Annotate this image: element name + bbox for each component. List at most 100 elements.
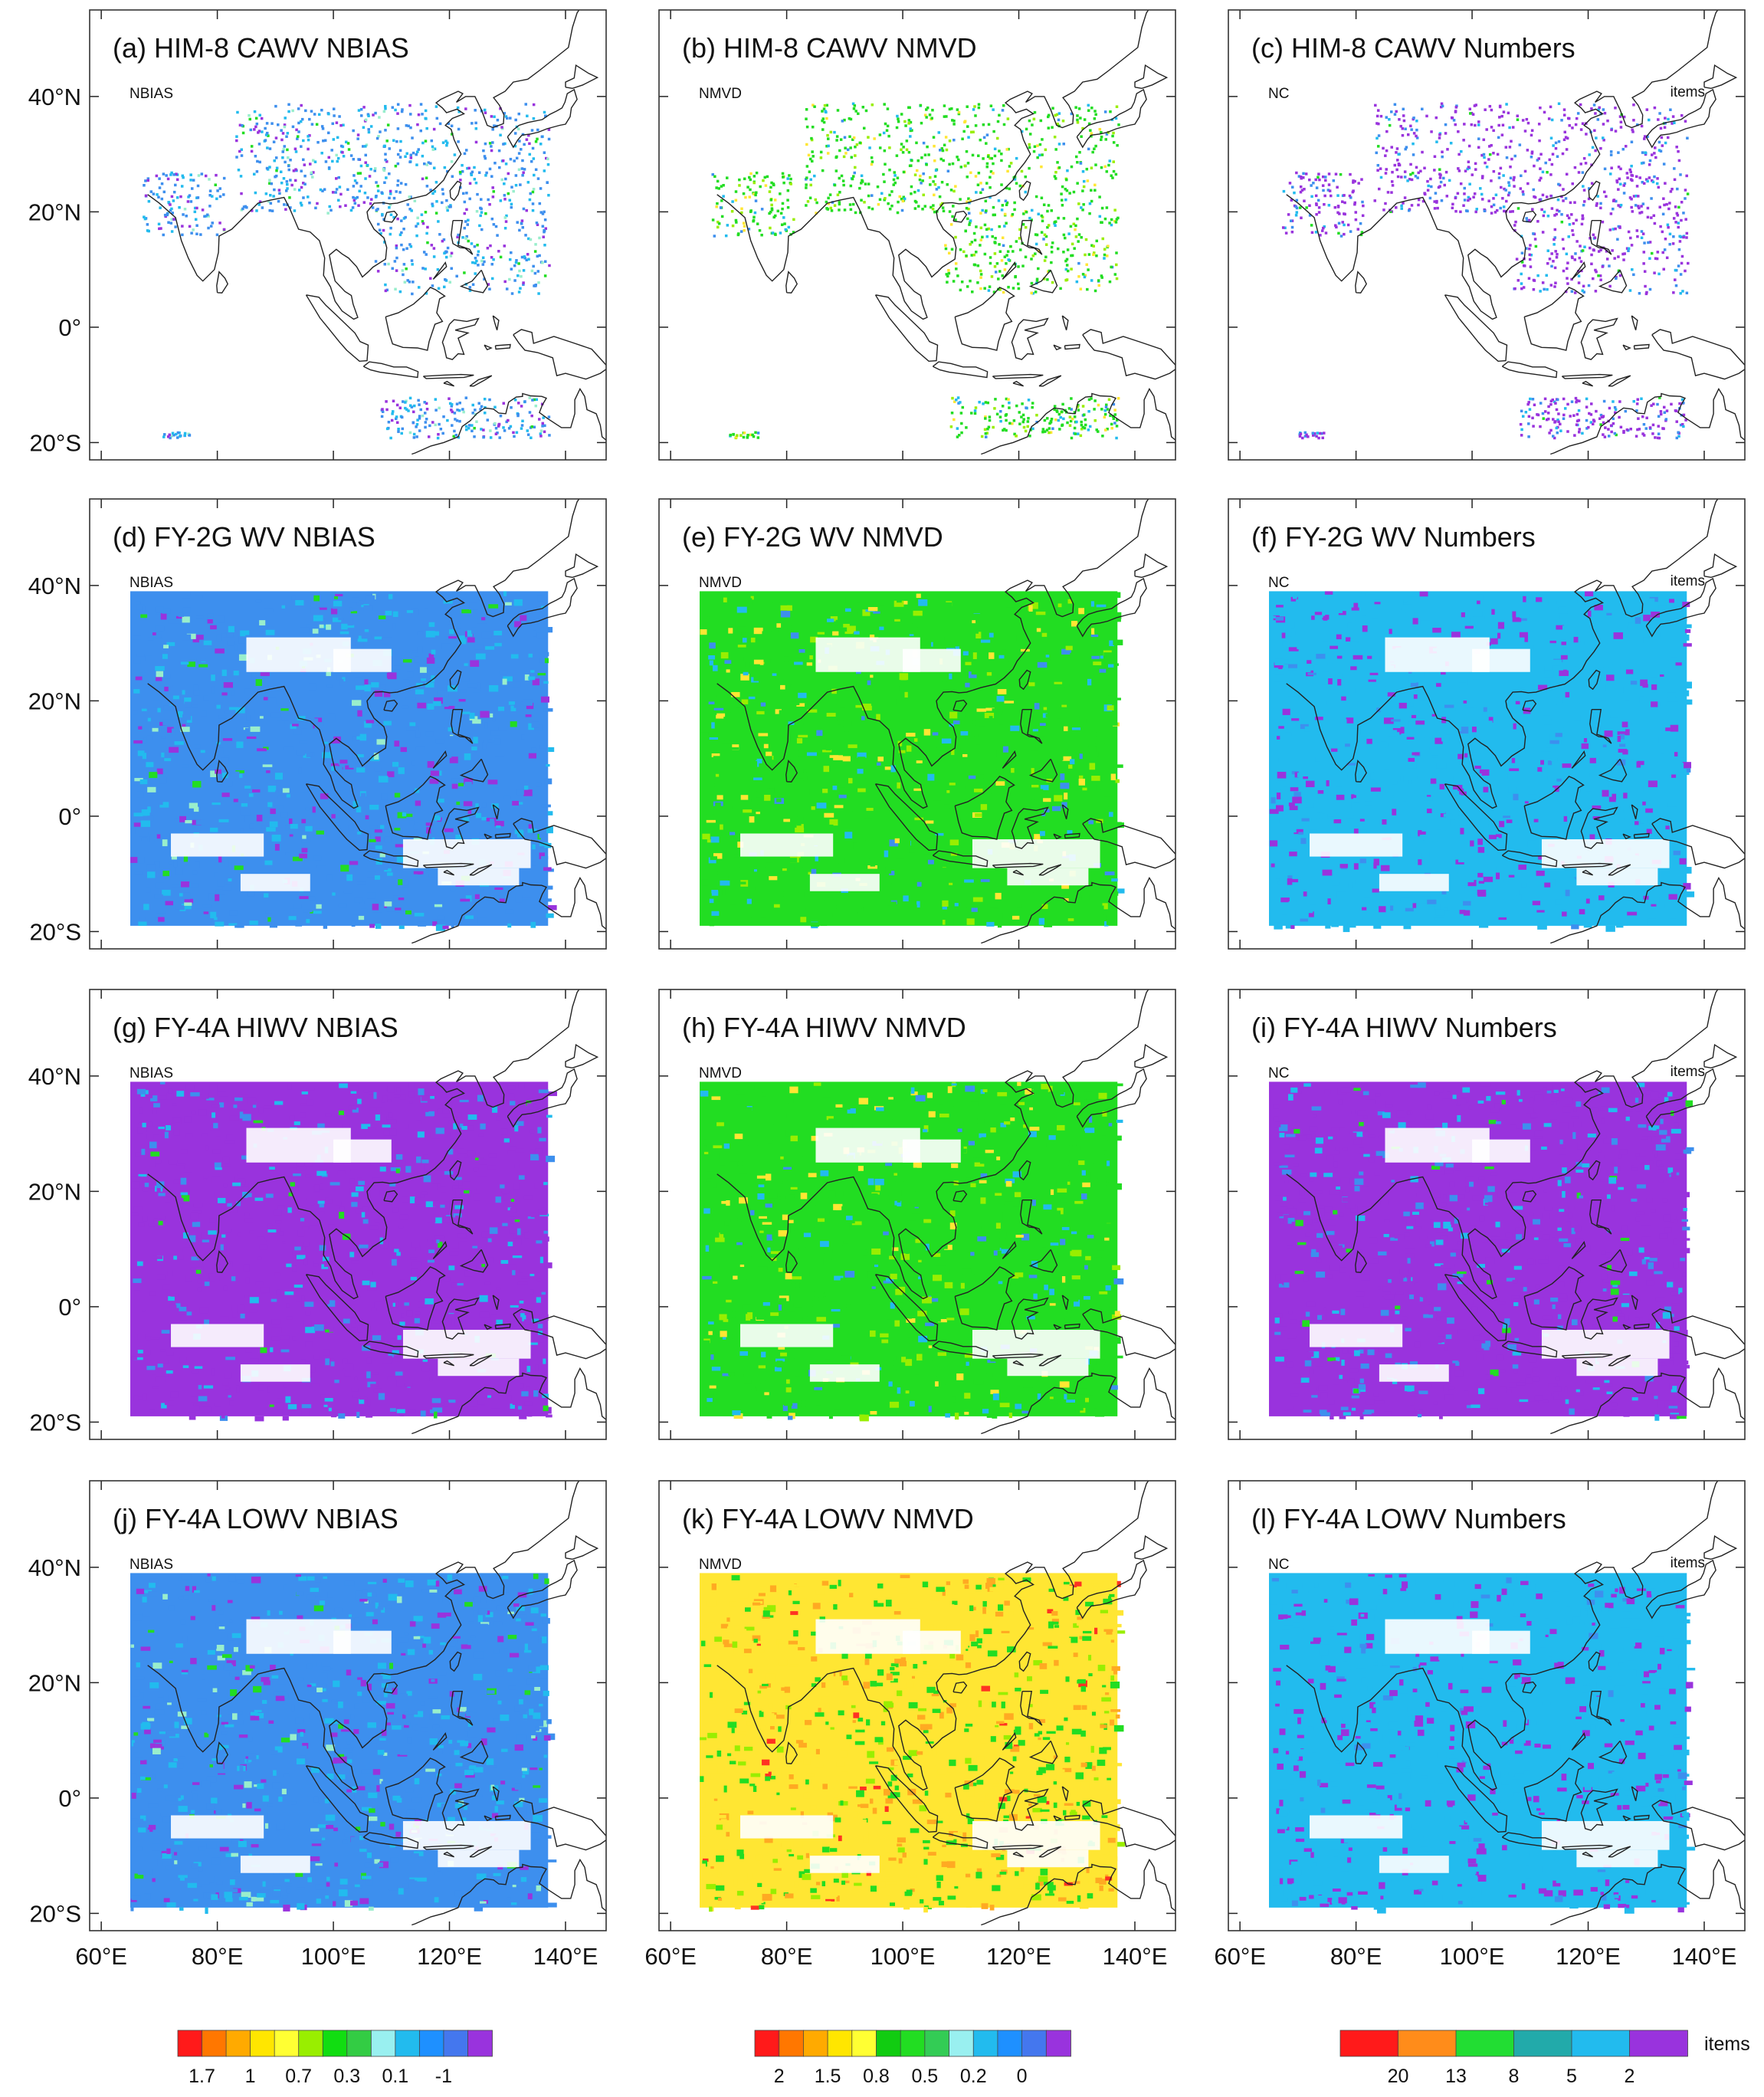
panel-d-cell [547, 627, 553, 633]
panel-b-cell [1117, 123, 1120, 126]
panel-b-cell [926, 145, 929, 149]
panel-c-cell [1643, 137, 1646, 140]
panel-b-cell [1079, 434, 1083, 438]
panel-b-cell [770, 181, 773, 185]
panel-c-cell [1435, 140, 1438, 143]
panel-e-cell [858, 727, 864, 732]
panel-b-cell [945, 273, 949, 276]
panel-a-coastline [459, 269, 489, 294]
panel-c-cell [1507, 193, 1510, 197]
panel-c-cell [1559, 422, 1562, 426]
panel-d-cell [432, 809, 441, 812]
panel-b-cell [748, 176, 751, 179]
panel-d-cell [191, 704, 198, 707]
panel-d-cell [417, 646, 423, 654]
panel-e-cell [1089, 658, 1100, 662]
panel-b-cell [998, 415, 1002, 418]
panel-b-cell [900, 148, 903, 152]
panel-c-cell [1360, 178, 1363, 181]
panel-a-cell [507, 172, 510, 176]
panel-c-cell [1628, 289, 1632, 292]
panel-c-cell [1317, 206, 1321, 209]
panel-d-cell [189, 883, 199, 888]
panel-b-cell [867, 182, 871, 185]
panel-d-cell [284, 746, 294, 750]
panel-c-cell [1530, 152, 1534, 155]
panel-b-cell [960, 431, 963, 435]
panel-d-cell [159, 802, 169, 808]
panel-a-cell [534, 404, 538, 408]
panel-c-coastline [1608, 375, 1631, 387]
panel-a-cell [461, 408, 464, 411]
panel-c-cell [1507, 111, 1510, 115]
panel-d-cell [412, 686, 420, 690]
panel-a-cell [438, 122, 442, 126]
panel-d-cell [267, 697, 277, 704]
panel-d-cell [457, 623, 461, 629]
panel-b-cell [969, 199, 972, 202]
panel-b-cell [754, 193, 757, 197]
panel-a-cell [484, 111, 487, 114]
panel-a-cell [183, 208, 187, 211]
panel-e-cell [796, 703, 806, 707]
panel-b-cell [1015, 240, 1018, 243]
panel-e-cell [784, 656, 789, 661]
panel-b-cell [967, 207, 970, 211]
panel-b-cell [884, 162, 887, 166]
panel-c-cell [1591, 277, 1595, 281]
panel-a-cell [424, 421, 428, 424]
panel-a-cell [543, 424, 546, 428]
panel-b-cell [1060, 192, 1063, 195]
panel-c-cell [1572, 414, 1575, 417]
panel-b-cell [1078, 150, 1081, 154]
panel-c-cell [1490, 126, 1493, 129]
panel-a-cell [302, 182, 305, 185]
panel-e-cell [1100, 640, 1104, 645]
panel-e-cell [997, 922, 1002, 928]
panel-c-cell [1677, 149, 1680, 153]
panel-a-cell [374, 111, 377, 115]
panel-e-cell [1113, 764, 1123, 768]
panel-a-cell [417, 148, 421, 151]
panel-a-cell [510, 202, 513, 206]
panel-b-cell [993, 407, 996, 410]
panel-d-cell [373, 725, 382, 730]
panel-b-cell [871, 194, 874, 197]
panel-a-cell [504, 220, 508, 223]
panel-b-cell [1076, 217, 1079, 221]
panel-a-cell [402, 263, 406, 266]
panel-d-cell [328, 713, 336, 720]
panel-b-cell [916, 189, 920, 192]
panel-a-cell [362, 126, 366, 130]
panel-c-cell [1577, 274, 1581, 277]
panel-b-cell [786, 177, 789, 180]
panel-b-cell [930, 205, 933, 209]
panel-e-cell [854, 698, 860, 702]
panel-d-cell [531, 747, 537, 751]
panel-c-cell [1551, 153, 1555, 156]
panel-a-cell [388, 196, 391, 200]
panel-b-cell [1008, 422, 1012, 425]
panel-a-cell [421, 177, 425, 181]
panel-a-cell [423, 412, 427, 415]
panel-c-cell [1353, 179, 1356, 183]
panel-d-cell [221, 793, 230, 797]
panel-a-cell [530, 159, 533, 163]
panel-e-cell [711, 911, 720, 916]
panel-b-cell [907, 150, 911, 154]
panel-b-cell [983, 223, 987, 227]
panel-a-cell [396, 112, 399, 115]
panel-d-cell [512, 800, 520, 806]
panel-d-cell [323, 924, 328, 929]
panel-d-cell [405, 910, 411, 915]
panel-d-cell [251, 789, 261, 793]
panel-d-cell [338, 903, 347, 908]
panel-a-coastline [216, 271, 229, 294]
panel-a-cell [410, 259, 414, 262]
panel-e-cell [1043, 798, 1051, 802]
panel-e-cell [867, 865, 877, 869]
panel-b-cell [852, 107, 856, 110]
panel-c-cell [1433, 169, 1436, 172]
panel-c-cell [1631, 210, 1634, 213]
panel-c-cell [1519, 187, 1523, 190]
